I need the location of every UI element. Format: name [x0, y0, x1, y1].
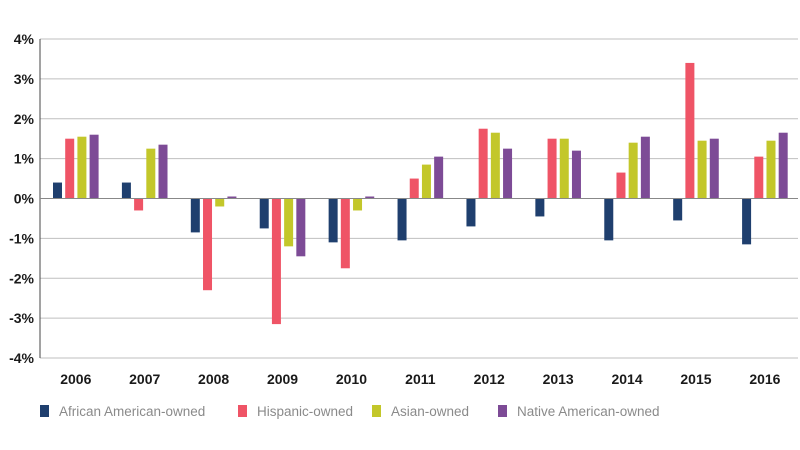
legend-swatch	[498, 405, 507, 417]
x-tick-label: 2010	[336, 371, 367, 387]
bar	[77, 136, 87, 199]
y-tick-label: 3%	[14, 71, 35, 87]
axes	[39, 39, 798, 358]
y-tick-label: 0%	[14, 191, 35, 207]
bar	[397, 198, 407, 241]
bar	[134, 198, 144, 211]
legend-label: Native American-owned	[517, 404, 660, 419]
bars	[53, 62, 788, 325]
bar	[628, 142, 638, 199]
bar	[778, 132, 788, 199]
bar	[146, 148, 156, 199]
y-tick-label: -3%	[9, 310, 34, 326]
y-tick-label: -4%	[9, 350, 34, 366]
bar	[271, 198, 281, 325]
legend-label: Hispanic-owned	[257, 404, 353, 419]
bar	[547, 138, 557, 199]
bar	[215, 198, 225, 207]
bar	[409, 178, 419, 199]
x-tick-label: 2012	[474, 371, 505, 387]
bar	[673, 198, 683, 221]
bar	[296, 198, 306, 257]
bar	[766, 140, 776, 199]
legend-label: Asian-owned	[391, 404, 469, 419]
y-tick-label: 4%	[14, 31, 35, 47]
y-axis-ticks: 4% 3% 2% 1% 0% -1% -2% -3% -4%	[9, 31, 34, 366]
bar	[328, 198, 338, 243]
bar	[490, 132, 500, 199]
y-tick-label: 2%	[14, 111, 35, 127]
y-tick-label: -1%	[9, 230, 34, 246]
legend-swatch	[40, 405, 49, 417]
bar	[478, 128, 488, 199]
bar	[742, 198, 752, 245]
legend-swatch	[238, 405, 247, 417]
bar	[434, 156, 444, 199]
bar	[535, 198, 545, 217]
bar	[685, 62, 695, 199]
x-axis-ticks: 2006 2007 2008 2009 2010 2011 2012 2013 2014 2015…	[60, 371, 780, 387]
bar	[190, 198, 200, 233]
x-tick-label: 2016	[749, 371, 780, 387]
x-tick-label: 2011	[405, 371, 436, 387]
legend: African American-owned Hispanic-owned Asia…	[40, 404, 660, 419]
bar	[227, 196, 237, 199]
x-tick-label: 2015	[680, 371, 711, 387]
y-tick-label: -2%	[9, 270, 34, 286]
bar	[353, 198, 363, 211]
bar	[604, 198, 614, 241]
bar	[466, 198, 476, 227]
bar	[65, 138, 75, 199]
bar	[284, 198, 294, 247]
bar	[121, 182, 131, 199]
bar	[89, 134, 99, 199]
bar	[709, 138, 719, 199]
x-tick-label: 2009	[267, 371, 298, 387]
x-tick-label: 2008	[198, 371, 229, 387]
bar	[640, 136, 650, 199]
bar	[571, 150, 581, 199]
bar	[754, 156, 764, 199]
bar	[259, 198, 269, 229]
bar	[340, 198, 350, 269]
bar	[559, 138, 569, 199]
x-tick-label: 2006	[60, 371, 91, 387]
bar	[365, 196, 375, 199]
x-tick-label: 2013	[543, 371, 574, 387]
bar	[158, 144, 168, 199]
x-tick-label: 2007	[129, 371, 160, 387]
bar	[203, 198, 213, 291]
bar	[697, 140, 707, 199]
bar	[503, 148, 513, 199]
bar	[616, 172, 626, 199]
bar	[53, 182, 62, 199]
bar	[421, 164, 431, 199]
legend-swatch	[372, 405, 381, 417]
y-tick-label: 1%	[14, 151, 35, 167]
legend-label: African American-owned	[59, 404, 205, 419]
x-tick-label: 2014	[611, 371, 642, 387]
